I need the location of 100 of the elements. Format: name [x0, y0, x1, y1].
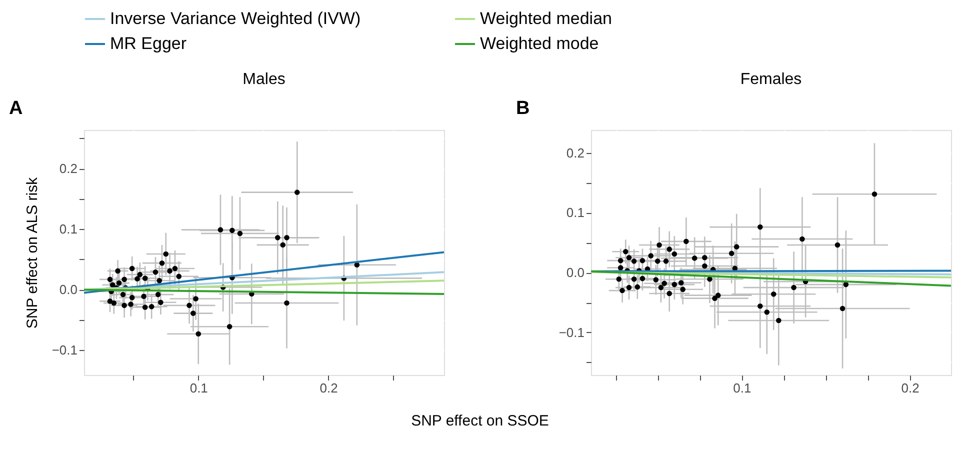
- y-tick-label: −0.1: [52, 342, 78, 358]
- point: [163, 251, 169, 257]
- point: [734, 244, 740, 250]
- point: [142, 304, 148, 310]
- point: [275, 235, 280, 240]
- point: [626, 284, 632, 290]
- point: [158, 300, 164, 306]
- point: [196, 331, 202, 337]
- point: [656, 242, 662, 248]
- point: [707, 276, 712, 282]
- point: [284, 235, 290, 240]
- point: [122, 276, 127, 282]
- point: [631, 258, 637, 264]
- point: [640, 276, 646, 282]
- point: [186, 302, 192, 308]
- point: [226, 324, 232, 330]
- point: [284, 300, 290, 306]
- y-tick-label: 0.2: [59, 161, 78, 176]
- point: [159, 260, 165, 266]
- point: [134, 276, 140, 282]
- point: [110, 282, 116, 288]
- point: [176, 274, 182, 280]
- point: [129, 266, 135, 272]
- point: [662, 280, 667, 286]
- y-tick-label: −0.1: [558, 324, 584, 340]
- point: [137, 272, 143, 278]
- point: [618, 265, 624, 270]
- point: [728, 250, 734, 256]
- point: [680, 286, 686, 292]
- point: [634, 284, 640, 290]
- point: [193, 296, 198, 302]
- point: [758, 303, 763, 309]
- y-tick-label: 0.2: [566, 145, 584, 160]
- text: B: [516, 98, 530, 119]
- point: [834, 242, 840, 248]
- point: [658, 284, 664, 290]
- point: [672, 282, 678, 288]
- point: [776, 318, 782, 324]
- point: [230, 228, 235, 234]
- point: [128, 302, 134, 307]
- point: [626, 254, 632, 260]
- point: [616, 276, 622, 282]
- point: [152, 270, 158, 275]
- point: [618, 258, 624, 264]
- point: [167, 268, 172, 274]
- y-tick-label: 0.0: [566, 265, 584, 280]
- point: [840, 306, 846, 312]
- point: [172, 266, 178, 272]
- point: [791, 284, 796, 290]
- x-axis-title: SNP effect on SSOE: [411, 412, 549, 430]
- chart-title: Females: [740, 71, 802, 88]
- point: [653, 277, 659, 282]
- point: [692, 256, 698, 261]
- point: [120, 292, 126, 298]
- point: [622, 248, 628, 254]
- point: [758, 224, 763, 230]
- point: [666, 290, 672, 296]
- point: [631, 276, 637, 282]
- chart-title: Males: [242, 71, 286, 88]
- point: [148, 304, 154, 310]
- point: [800, 236, 805, 242]
- x-tick-label: 0.1: [190, 380, 208, 396]
- point: [770, 291, 776, 297]
- point: [115, 268, 120, 274]
- point: [702, 263, 708, 269]
- point: [218, 227, 224, 232]
- point: [142, 276, 148, 281]
- point: [654, 258, 660, 264]
- x-tick-label: 0.2: [901, 380, 920, 396]
- point: [107, 276, 113, 282]
- legend-label: MR Egger: [110, 34, 187, 53]
- point: [237, 230, 243, 236]
- y-tick-label: 0.1: [59, 222, 78, 237]
- y-tick-label: 0.1: [566, 205, 584, 220]
- point: [129, 294, 135, 300]
- point: [712, 296, 718, 301]
- text: A: [9, 98, 23, 119]
- point: [620, 288, 625, 294]
- legend-label: Weighted mode: [480, 34, 599, 53]
- x-tick-label: 0.2: [320, 380, 338, 396]
- point: [107, 298, 113, 304]
- point: [640, 258, 646, 264]
- point: [648, 253, 654, 258]
- point: [294, 190, 300, 195]
- point: [764, 309, 770, 315]
- y-tick-label: 0.0: [59, 282, 78, 298]
- legend-label: Inverse Variance Weighted (IVW): [110, 9, 361, 28]
- point: [280, 242, 286, 248]
- point: [666, 246, 672, 252]
- point: [872, 191, 878, 197]
- point: [116, 280, 122, 286]
- point: [122, 302, 127, 308]
- x-tick-label: 0.1: [733, 380, 752, 396]
- point: [156, 278, 162, 284]
- point: [678, 280, 684, 286]
- point: [663, 258, 669, 264]
- point: [190, 310, 196, 316]
- point: [111, 300, 117, 306]
- y-axis-title: SNP effect on ALS risk: [24, 176, 41, 329]
- point: [155, 292, 161, 298]
